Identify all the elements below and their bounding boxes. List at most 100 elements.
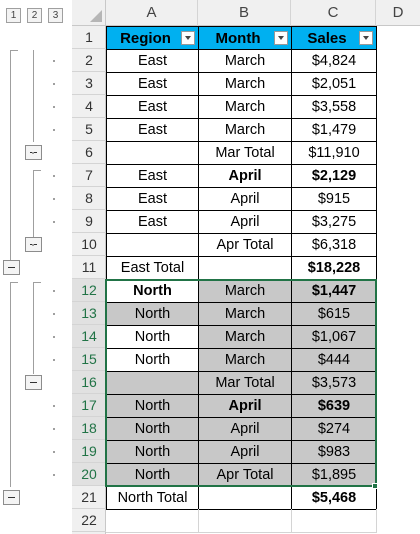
row-header-1[interactable]: 1 <box>72 26 106 49</box>
cell-c20[interactable]: $1,895 <box>291 463 377 487</box>
cell-b13[interactable]: March <box>198 302 292 326</box>
cell-c15[interactable]: $444 <box>291 348 377 372</box>
cell-a7[interactable]: East <box>106 164 199 188</box>
cell-a2[interactable]: East <box>106 49 199 73</box>
cell-b17[interactable]: April <box>198 394 292 418</box>
cell-c2[interactable]: $4,824 <box>291 49 377 73</box>
column-header-a[interactable]: A <box>106 0 198 26</box>
cell-c8[interactable]: $915 <box>291 187 377 211</box>
row-header-15[interactable]: 15 <box>72 348 106 371</box>
row-header-17[interactable]: 17 <box>72 394 106 417</box>
row-header-2[interactable]: 2 <box>72 49 106 72</box>
row-header-21[interactable]: 21 <box>72 486 106 509</box>
select-all-corner[interactable] <box>72 0 106 26</box>
fill-handle[interactable] <box>372 483 378 489</box>
cell-b14[interactable]: March <box>198 325 292 349</box>
cell-c21[interactable]: $5,468 <box>291 486 377 510</box>
cell-b20[interactable]: Apr Total <box>198 463 292 487</box>
cell-c22[interactable] <box>291 509 377 533</box>
cell-a4[interactable]: East <box>106 95 199 119</box>
collapse-north-mar-button[interactable] <box>25 375 42 390</box>
row-header-11[interactable]: 11 <box>72 256 106 279</box>
collapse-east-total-button[interactable] <box>3 260 20 275</box>
filter-dropdown-icon[interactable] <box>274 31 288 45</box>
row-header-22[interactable]: 22 <box>72 509 106 532</box>
cell-a10[interactable] <box>106 233 199 257</box>
cell-c6[interactable]: $11,910 <box>291 141 377 165</box>
cell-b5[interactable]: March <box>198 118 292 142</box>
cell-b10[interactable]: Apr Total <box>198 233 292 257</box>
cell-b15[interactable]: March <box>198 348 292 372</box>
cell-c7[interactable]: $2,129 <box>291 164 377 188</box>
cell-a13[interactable]: North <box>106 302 199 326</box>
cell-b7[interactable]: April <box>198 164 292 188</box>
row-header-12[interactable]: 12 <box>72 279 106 302</box>
collapse-north-total-button[interactable] <box>3 490 20 505</box>
cell-c9[interactable]: $3,275 <box>291 210 377 234</box>
cell-a18[interactable]: North <box>106 417 199 441</box>
filter-dropdown-icon[interactable] <box>181 31 195 45</box>
cell-b19[interactable]: April <box>198 440 292 464</box>
row-header-9[interactable]: 9 <box>72 210 106 233</box>
row-header-5[interactable]: 5 <box>72 118 106 141</box>
row-header-14[interactable]: 14 <box>72 325 106 348</box>
row-header-20[interactable]: 20 <box>72 463 106 486</box>
cell-b12[interactable]: March <box>198 279 292 303</box>
cell-b9[interactable]: April <box>198 210 292 234</box>
cell-a22[interactable] <box>106 509 199 533</box>
cell-a12[interactable]: North <box>106 279 199 303</box>
outline-level-1-button[interactable]: 1 <box>6 8 21 23</box>
cell-a8[interactable]: East <box>106 187 199 211</box>
cell-b21[interactable] <box>198 486 292 510</box>
cell-b11[interactable] <box>198 256 292 280</box>
cell-a15[interactable]: North <box>106 348 199 372</box>
cell-c17[interactable]: $639 <box>291 394 377 418</box>
row-header-7[interactable]: 7 <box>72 164 106 187</box>
row-header-4[interactable]: 4 <box>72 95 106 118</box>
cell-c11[interactable]: $18,228 <box>291 256 377 280</box>
outline-level-2-button[interactable]: 2 <box>27 8 42 23</box>
cell-a3[interactable]: East <box>106 72 199 96</box>
header-sales-cell[interactable]: Sales <box>291 26 377 50</box>
cell-b3[interactable]: March <box>198 72 292 96</box>
row-header-8[interactable]: 8 <box>72 187 106 210</box>
cell-a11[interactable]: East Total <box>106 256 199 280</box>
cell-a19[interactable]: North <box>106 440 199 464</box>
outline-level-3-button[interactable]: 3 <box>48 8 63 23</box>
cell-c14[interactable]: $1,067 <box>291 325 377 349</box>
cell-a17[interactable]: North <box>106 394 199 418</box>
row-header-10[interactable]: 10 <box>72 233 106 256</box>
column-header-b[interactable]: B <box>198 0 291 26</box>
cell-c5[interactable]: $1,479 <box>291 118 377 142</box>
cell-c12[interactable]: $1,447 <box>291 279 377 303</box>
cell-a9[interactable]: East <box>106 210 199 234</box>
header-region-cell[interactable]: Region <box>106 26 199 50</box>
cell-b2[interactable]: March <box>198 49 292 73</box>
header-month-cell[interactable]: Month <box>198 26 292 50</box>
row-header-6[interactable]: 6 <box>72 141 106 164</box>
cell-b6[interactable]: Mar Total <box>198 141 292 165</box>
cell-c13[interactable]: $615 <box>291 302 377 326</box>
row-header-3[interactable]: 3 <box>72 72 106 95</box>
cell-c3[interactable]: $2,051 <box>291 72 377 96</box>
cell-b22[interactable] <box>198 509 292 533</box>
cell-a14[interactable]: North <box>106 325 199 349</box>
row-header-16[interactable]: 16 <box>72 371 106 394</box>
cell-c18[interactable]: $274 <box>291 417 377 441</box>
cell-c10[interactable]: $6,318 <box>291 233 377 257</box>
cell-a6[interactable] <box>106 141 199 165</box>
row-header-18[interactable]: 18 <box>72 417 106 440</box>
row-header-13[interactable]: 13 <box>72 302 106 325</box>
cell-c4[interactable]: $3,558 <box>291 95 377 119</box>
cell-b8[interactable]: April <box>198 187 292 211</box>
column-header-c[interactable]: C <box>291 0 376 26</box>
filter-dropdown-icon[interactable] <box>359 31 373 45</box>
row-header-19[interactable]: 19 <box>72 440 106 463</box>
column-header-d[interactable]: D <box>392 4 404 21</box>
cell-a20[interactable]: North <box>106 463 199 487</box>
cell-c19[interactable]: $983 <box>291 440 377 464</box>
cell-a5[interactable]: East <box>106 118 199 142</box>
cell-b4[interactable]: March <box>198 95 292 119</box>
cell-a21[interactable]: North Total <box>106 486 199 510</box>
cell-b16[interactable]: Mar Total <box>198 371 292 395</box>
